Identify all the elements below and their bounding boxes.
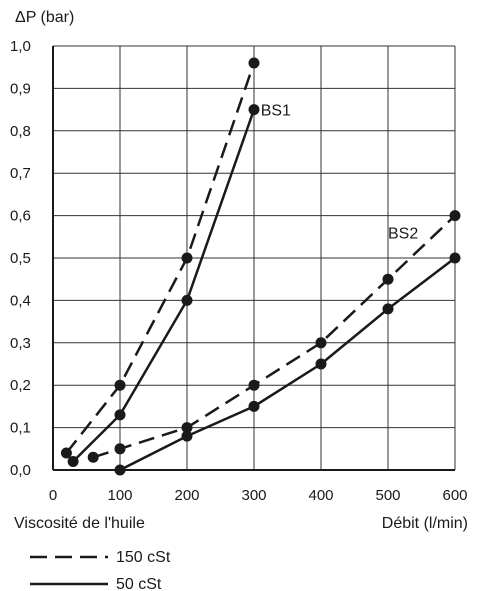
x-axis-label: Débit (l/min) <box>382 515 468 532</box>
bs2-dashed-line <box>92 214 456 459</box>
data-point <box>181 252 193 264</box>
data-point <box>181 294 193 306</box>
bs1-solid-line <box>72 109 256 463</box>
data-point <box>114 464 126 476</box>
data-point <box>248 104 260 116</box>
y-tick-label: 0,2 <box>10 377 31 394</box>
data-point <box>315 358 327 370</box>
x-tick-label: 400 <box>308 487 333 504</box>
y-tick-label: 0,5 <box>10 250 31 267</box>
data-point <box>114 443 126 455</box>
data-point <box>248 57 260 69</box>
y-tick-label: 0,7 <box>10 165 31 182</box>
legend: 150 cSt 50 cSt <box>30 549 171 591</box>
x-tick-label: 100 <box>107 487 132 504</box>
data-point <box>248 379 260 391</box>
data-point <box>114 379 126 391</box>
x-tick-label: 500 <box>375 487 400 504</box>
legend-label-50: 50 cSt <box>116 576 162 591</box>
data-point <box>315 337 327 349</box>
data-point <box>87 451 99 463</box>
data-point <box>449 210 461 222</box>
legend-title: Viscosité de l'huile <box>14 515 145 532</box>
bs2-solid-line <box>119 257 456 472</box>
y-tick-label: 0,8 <box>10 123 31 140</box>
bs1-dashed-line <box>65 62 256 454</box>
data-point <box>248 400 260 412</box>
data-point <box>67 456 79 468</box>
x-tick-label: 600 <box>442 487 467 504</box>
y-tick-label: 0,1 <box>10 420 31 437</box>
y-tick-label: 0,4 <box>10 292 31 309</box>
y-tick-label: 0,0 <box>10 462 31 479</box>
y-tick-label: 1,0 <box>10 38 31 55</box>
x-tick-label: 300 <box>241 487 266 504</box>
data-points <box>60 57 461 476</box>
data-point <box>181 430 193 442</box>
y-tick-label: 0,3 <box>10 335 31 352</box>
y-tick-label: 0,6 <box>10 208 31 225</box>
legend-label-150: 150 cSt <box>116 549 171 566</box>
annotations: BS1 BS2 <box>261 103 419 243</box>
data-point <box>382 303 394 315</box>
x-tick-label: 200 <box>174 487 199 504</box>
tick-labels: 0,0 0,1 0,2 0,3 0,4 0,5 0,6 0,7 0,8 0,9 1,0 0 100 200… <box>10 38 468 504</box>
data-point <box>114 409 126 421</box>
data-point <box>449 252 461 264</box>
data-point <box>382 273 394 285</box>
curve-label-bs1: BS1 <box>261 103 291 120</box>
series-group <box>65 62 456 472</box>
y-axis-label: ΔP (bar) <box>15 9 74 26</box>
x-tick-label: 0 <box>49 487 57 504</box>
data-point <box>181 422 193 434</box>
curve-label-bs2: BS2 <box>388 226 418 243</box>
data-point <box>60 447 72 459</box>
y-tick-label: 0,9 <box>10 80 31 97</box>
